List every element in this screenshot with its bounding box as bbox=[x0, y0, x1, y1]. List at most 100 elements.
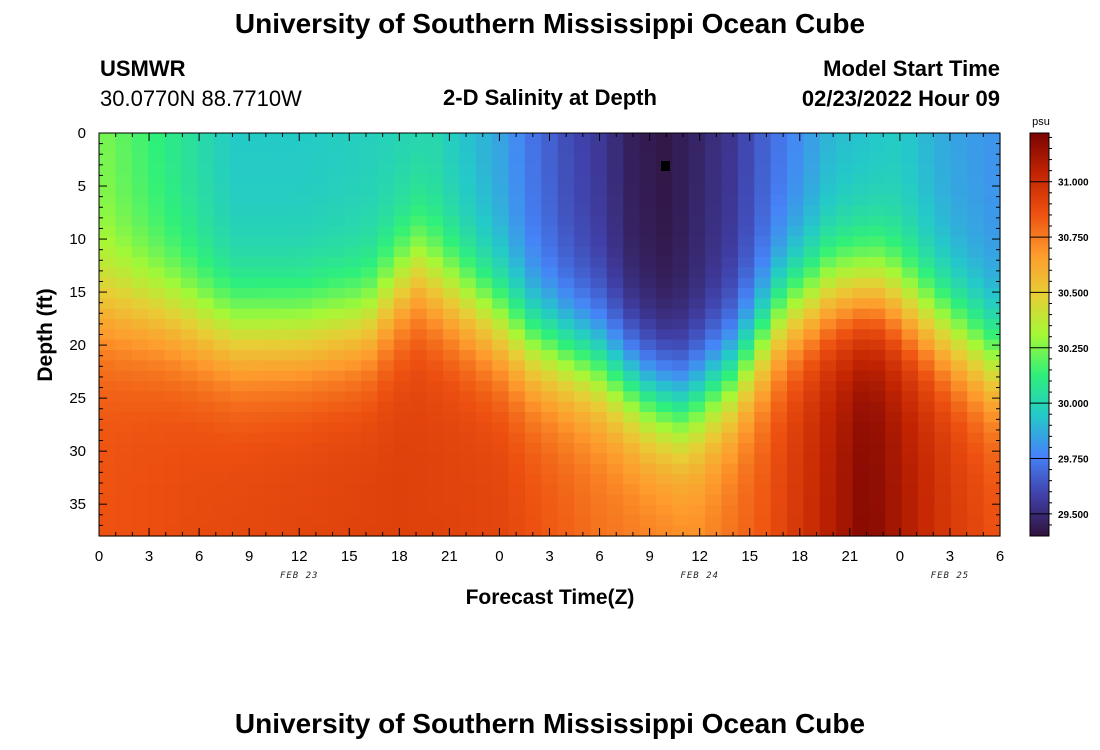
heatmap-cell bbox=[950, 474, 968, 485]
heatmap-cell bbox=[557, 381, 575, 392]
heatmap-cell bbox=[197, 370, 215, 382]
heatmap-cell bbox=[279, 401, 297, 413]
heatmap-cell bbox=[230, 205, 248, 217]
heatmap-cell bbox=[852, 463, 870, 475]
heatmap-cell bbox=[361, 236, 379, 248]
heatmap-cell bbox=[311, 474, 329, 485]
heatmap-cell bbox=[459, 143, 477, 155]
heatmap-cell bbox=[492, 246, 510, 258]
heatmap-cell bbox=[819, 391, 837, 403]
heatmap-cell bbox=[377, 381, 395, 392]
heatmap-cell bbox=[508, 381, 526, 392]
heatmap-cell bbox=[262, 525, 280, 537]
heatmap-cell bbox=[344, 329, 362, 341]
heatmap-cell bbox=[279, 215, 297, 227]
colorbar-tick-label: 29.500 bbox=[1058, 510, 1089, 521]
heatmap-cell bbox=[836, 453, 854, 465]
heatmap-cell bbox=[721, 381, 739, 392]
colorbar-tick-label: 30.500 bbox=[1058, 288, 1089, 299]
heatmap-cell bbox=[672, 143, 690, 155]
heatmap-cell bbox=[393, 184, 411, 196]
heatmap-cell bbox=[311, 401, 329, 413]
heatmap-cell bbox=[672, 381, 690, 392]
heatmap-cell bbox=[868, 195, 886, 206]
heatmap-cell bbox=[836, 226, 854, 237]
heatmap-cell bbox=[541, 484, 559, 496]
heatmap-cell bbox=[180, 525, 198, 537]
heatmap-cell bbox=[246, 360, 264, 372]
heatmap-cell bbox=[279, 443, 297, 454]
heatmap-cell bbox=[983, 432, 1001, 444]
heatmap-cell bbox=[279, 525, 297, 537]
heatmap-cell bbox=[901, 515, 919, 527]
heatmap-cell bbox=[295, 443, 313, 454]
heatmap-cell bbox=[770, 257, 788, 268]
heatmap-cell bbox=[787, 184, 805, 196]
heatmap-cell bbox=[737, 505, 755, 516]
heatmap-cell bbox=[164, 143, 182, 155]
heatmap-cell bbox=[950, 226, 968, 237]
heatmap-cell bbox=[131, 339, 149, 351]
heatmap-cell bbox=[770, 288, 788, 299]
heatmap-cell bbox=[574, 525, 592, 537]
heatmap-cell bbox=[590, 432, 608, 444]
heatmap-cell bbox=[180, 205, 198, 217]
heatmap-cell bbox=[819, 360, 837, 372]
heatmap-cell bbox=[180, 422, 198, 434]
heatmap-cell bbox=[475, 184, 493, 196]
heatmap-cell bbox=[361, 422, 379, 434]
heatmap-cell bbox=[197, 453, 215, 465]
heatmap-cell bbox=[950, 370, 968, 382]
heatmap-cell bbox=[230, 525, 248, 537]
heatmap-cell bbox=[934, 226, 952, 237]
heatmap-cell bbox=[361, 246, 379, 258]
heatmap-cell bbox=[541, 153, 559, 165]
heatmap-cell bbox=[311, 360, 329, 372]
heatmap-cell bbox=[574, 339, 592, 351]
heatmap-cell bbox=[213, 267, 231, 279]
heatmap-cell bbox=[950, 153, 968, 165]
heatmap-cell bbox=[639, 443, 657, 454]
heatmap-cell bbox=[508, 474, 526, 485]
heatmap-cell bbox=[639, 339, 657, 351]
heatmap-cell bbox=[443, 360, 460, 372]
heatmap-cell bbox=[230, 422, 248, 434]
heatmap-cell bbox=[721, 515, 739, 527]
heatmap-cell bbox=[836, 184, 854, 196]
heatmap-cell bbox=[361, 525, 379, 537]
heatmap-cell bbox=[524, 453, 542, 465]
heatmap-cell bbox=[721, 525, 739, 537]
heatmap-cell bbox=[262, 360, 280, 372]
heatmap-cell bbox=[967, 184, 985, 196]
heatmap-cell bbox=[180, 494, 198, 506]
heatmap-cell bbox=[918, 370, 936, 382]
heatmap-cell bbox=[279, 257, 297, 268]
heatmap-cell bbox=[590, 422, 608, 434]
heatmap-cell bbox=[852, 226, 870, 237]
heatmap-cell bbox=[524, 215, 542, 227]
heatmap-cell bbox=[344, 494, 362, 506]
heatmap-cell bbox=[393, 319, 411, 330]
heatmap-cell bbox=[623, 453, 641, 465]
heatmap-cell bbox=[754, 215, 772, 227]
heatmap-cell bbox=[361, 329, 379, 341]
heatmap-cell bbox=[623, 164, 641, 175]
heatmap-cell bbox=[508, 391, 526, 403]
heatmap-cell bbox=[885, 360, 903, 372]
heatmap-cell bbox=[918, 205, 936, 217]
heatmap-cell bbox=[492, 494, 510, 506]
heatmap-cell bbox=[475, 195, 493, 206]
heatmap-cell bbox=[508, 184, 526, 196]
heatmap-cell bbox=[99, 215, 116, 227]
heatmap-cell bbox=[524, 298, 542, 310]
heatmap-cell bbox=[918, 153, 936, 165]
heatmap-cell bbox=[311, 494, 329, 506]
heatmap-cell bbox=[983, 133, 1001, 144]
heatmap-cell bbox=[213, 443, 231, 454]
heatmap-cell bbox=[590, 164, 608, 175]
heatmap-cell bbox=[606, 153, 624, 165]
heatmap-cell bbox=[819, 484, 837, 496]
heatmap-cell bbox=[344, 339, 362, 351]
heatmap-cell bbox=[410, 226, 428, 237]
heatmap-cell bbox=[279, 422, 297, 434]
